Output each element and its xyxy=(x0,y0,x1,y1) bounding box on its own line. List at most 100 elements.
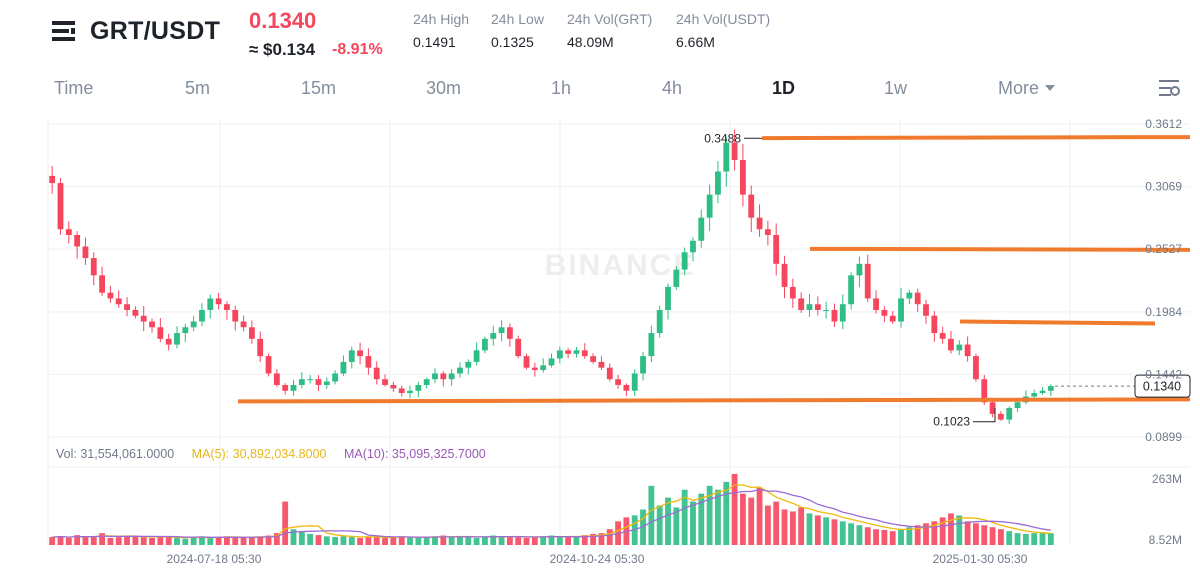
candle-body xyxy=(506,327,513,339)
volume-bar xyxy=(781,509,788,545)
tab-4h[interactable]: 4h xyxy=(662,78,683,98)
volume-bar xyxy=(373,537,380,545)
candle-body xyxy=(764,229,771,235)
volume-bar xyxy=(848,523,855,545)
tab-more[interactable]: More xyxy=(998,78,1056,99)
volume-bar xyxy=(440,535,447,545)
candle-body xyxy=(939,333,946,339)
volume-bar xyxy=(665,497,671,545)
candle-body xyxy=(90,258,97,276)
pair-title[interactable]: GRT/USDT xyxy=(90,17,221,45)
candle-body xyxy=(556,350,563,359)
volume-bar xyxy=(706,485,713,545)
volume-ma5: MA(5): 30,892,034.8000 xyxy=(191,447,327,461)
volume-bar xyxy=(215,537,222,545)
candle-body xyxy=(723,142,730,172)
volume-bar xyxy=(1006,531,1013,545)
candle-body xyxy=(182,327,189,334)
chart-settings-icon[interactable] xyxy=(1158,77,1180,99)
volume-bar xyxy=(407,537,413,545)
volume-bars xyxy=(49,473,1054,545)
volume-bar xyxy=(798,507,805,545)
volume-bar xyxy=(506,536,513,545)
candle-body xyxy=(215,298,222,305)
volume-bar xyxy=(465,537,472,545)
candle-body xyxy=(415,384,422,391)
menu-icon[interactable] xyxy=(52,20,76,42)
candle-body xyxy=(623,384,630,391)
volume-bar xyxy=(881,530,888,545)
high-annotation: 0.3488 xyxy=(704,131,741,145)
volume-bar xyxy=(973,523,979,545)
volume-bar xyxy=(398,536,405,545)
tab-1h[interactable]: 1h xyxy=(551,78,572,98)
candle-body xyxy=(531,367,538,370)
volume-bar xyxy=(948,513,954,545)
volume-bar xyxy=(448,537,455,545)
volume-bar xyxy=(273,533,280,545)
volume-bar xyxy=(531,537,538,545)
candle-body xyxy=(848,275,855,305)
candle-body xyxy=(673,269,680,287)
volume-bar xyxy=(581,535,588,545)
candle-body xyxy=(823,309,830,311)
candle-body xyxy=(398,388,405,394)
candle-body xyxy=(382,379,388,385)
candle-body xyxy=(373,367,380,380)
volume-bar xyxy=(432,536,438,545)
date-tick-label: 2024-10-24 05:30 xyxy=(550,552,645,566)
tab-time[interactable]: Time xyxy=(54,78,94,98)
candle-body xyxy=(931,315,938,334)
volume-bar xyxy=(515,537,522,545)
low-annotation: 0.1023 xyxy=(933,415,970,429)
tab-5m[interactable]: 5m xyxy=(185,78,211,98)
candle-body xyxy=(831,309,838,322)
tab-15m[interactable]: 15m xyxy=(301,78,337,98)
price-tick-label: 0.3612 xyxy=(1145,117,1182,131)
volume-bar xyxy=(74,535,81,545)
candle-body xyxy=(57,183,64,230)
candle-body xyxy=(257,338,264,357)
stat-label-vol-quote: 24h Vol(USDT) xyxy=(676,11,771,27)
volume-bar xyxy=(523,537,530,545)
stat-value-vol-base: 48.09M xyxy=(567,34,614,50)
interval-tabs: Time 5m 15m 30m 1h 4h 1D 1w More xyxy=(0,74,1200,104)
volume-bar xyxy=(490,535,497,545)
volume-bar xyxy=(556,537,563,545)
candle-body xyxy=(581,350,588,357)
volume-bar xyxy=(82,537,89,545)
candle-body xyxy=(115,298,122,305)
volume-bar xyxy=(240,537,247,545)
volume-bar xyxy=(340,536,347,545)
candle-body xyxy=(690,240,696,253)
tab-1d[interactable]: 1D xyxy=(772,78,796,98)
candle-body xyxy=(307,379,314,381)
volume-bar xyxy=(831,519,838,545)
volume-ma10-line xyxy=(52,488,1051,538)
candle-body xyxy=(99,275,106,293)
volume-bar xyxy=(348,537,355,545)
volume-bar xyxy=(49,537,56,545)
volume-bar xyxy=(90,536,97,545)
candle-body xyxy=(232,309,239,322)
volume-bar xyxy=(673,507,680,545)
candle-body xyxy=(598,361,605,368)
volume-ma-lines xyxy=(52,484,1051,539)
volume-bar xyxy=(1022,533,1029,545)
support-resistance-lines xyxy=(237,135,1191,404)
candle-body xyxy=(290,384,297,391)
volume-bar xyxy=(382,537,388,545)
candle-body xyxy=(715,171,721,195)
volume-bar xyxy=(57,536,64,545)
candle-body xyxy=(165,338,172,345)
price-tick-label: 0.3069 xyxy=(1145,180,1182,194)
candle-body xyxy=(149,321,155,328)
volume-bar xyxy=(290,529,297,545)
volume-bar xyxy=(756,487,763,545)
volume-bar xyxy=(232,537,239,545)
volume-bar xyxy=(889,531,896,545)
tab-1w[interactable]: 1w xyxy=(884,78,908,98)
tab-30m[interactable]: 30m xyxy=(426,78,462,98)
candle-body xyxy=(265,356,272,374)
